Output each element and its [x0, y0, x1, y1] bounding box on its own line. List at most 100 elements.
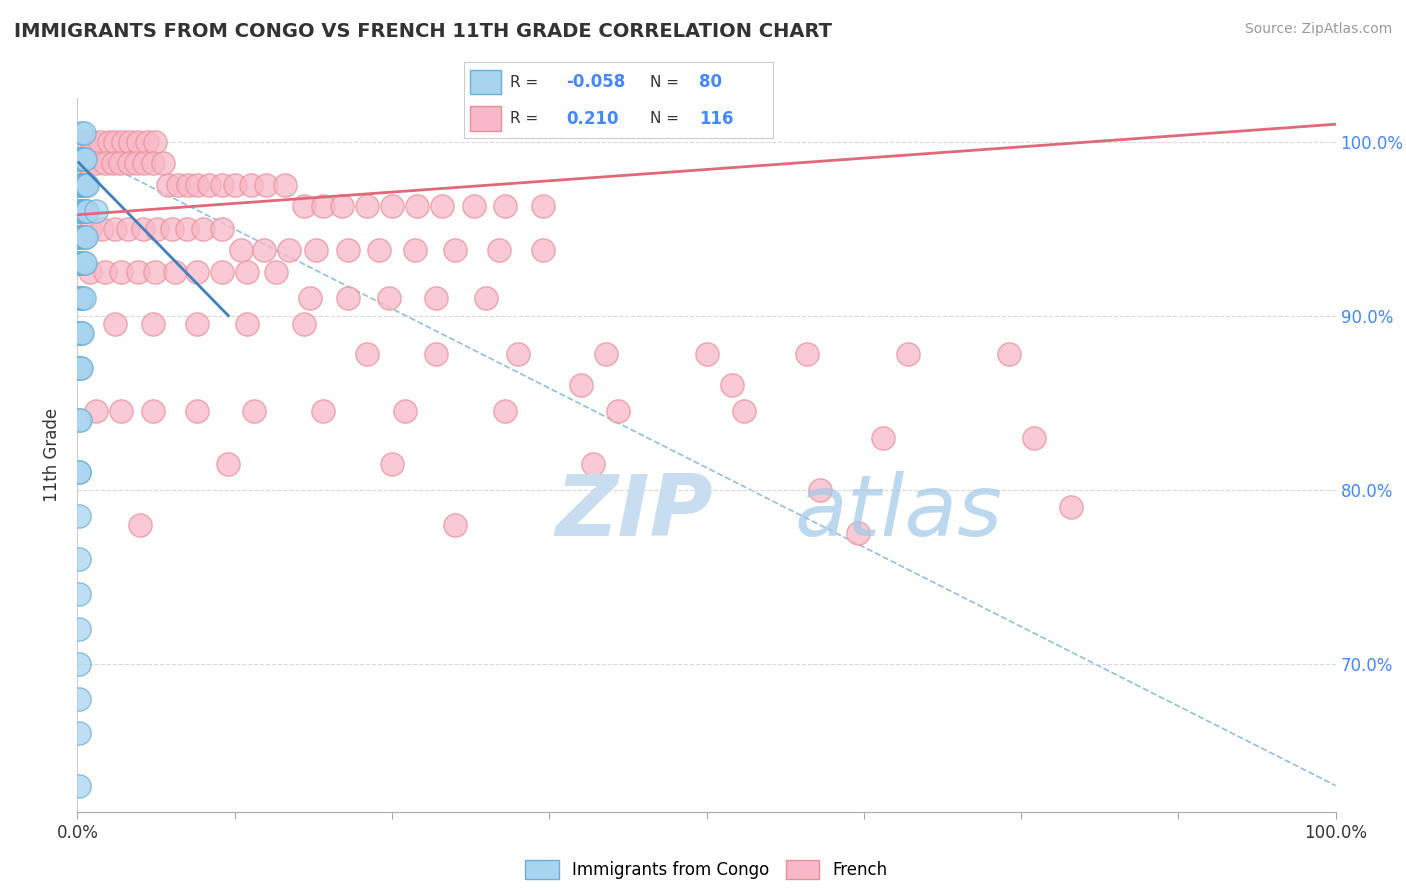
- Point: [79, 265, 101, 279]
- Point: [582, 457, 605, 471]
- Point: [111, 135, 134, 149]
- Point: [696, 347, 718, 361]
- Point: [72, 230, 94, 244]
- Point: [67, 508, 90, 523]
- Point: [73, 256, 96, 270]
- Point: [897, 347, 920, 361]
- Point: [69, 230, 91, 244]
- Point: [236, 318, 259, 332]
- Point: [381, 457, 404, 471]
- Point: [569, 378, 592, 392]
- Point: [70, 326, 93, 340]
- Point: [70, 126, 93, 140]
- Point: [378, 291, 401, 305]
- Point: [381, 199, 404, 213]
- Point: [305, 243, 328, 257]
- Point: [67, 587, 90, 601]
- Point: [531, 199, 554, 213]
- Text: Source: ZipAtlas.com: Source: ZipAtlas.com: [1244, 22, 1392, 37]
- Point: [67, 256, 90, 270]
- Point: [72, 135, 94, 149]
- Point: [356, 199, 378, 213]
- Point: [252, 243, 274, 257]
- Point: [75, 204, 97, 219]
- Point: [76, 178, 98, 193]
- Point: [72, 326, 94, 340]
- Point: [796, 347, 818, 361]
- Point: [846, 526, 869, 541]
- Point: [91, 221, 114, 235]
- Point: [143, 135, 166, 149]
- Point: [67, 466, 90, 480]
- Point: [425, 347, 447, 361]
- Point: [229, 243, 252, 257]
- Point: [67, 726, 90, 740]
- Point: [72, 126, 94, 140]
- Point: [72, 256, 94, 270]
- Point: [356, 347, 378, 361]
- Point: [211, 178, 233, 193]
- Point: [191, 221, 215, 235]
- Point: [595, 347, 617, 361]
- Point: [70, 152, 93, 166]
- Point: [84, 155, 107, 169]
- Point: [463, 199, 485, 213]
- Point: [104, 318, 127, 332]
- Point: [720, 378, 742, 392]
- Point: [72, 204, 94, 219]
- Point: [186, 265, 208, 279]
- Point: [236, 265, 259, 279]
- Point: [72, 204, 94, 219]
- Point: [488, 243, 510, 257]
- Point: [75, 230, 97, 244]
- Point: [1022, 430, 1045, 444]
- Point: [432, 199, 454, 213]
- Point: [135, 135, 157, 149]
- Point: [404, 243, 426, 257]
- Point: [73, 204, 96, 219]
- Point: [177, 178, 200, 193]
- Point: [292, 199, 315, 213]
- Point: [72, 178, 94, 193]
- Point: [494, 199, 516, 213]
- Point: [67, 291, 90, 305]
- Point: [406, 199, 429, 213]
- Point: [152, 155, 174, 169]
- Point: [70, 291, 93, 305]
- Text: 80: 80: [699, 73, 723, 91]
- Point: [73, 152, 96, 166]
- Point: [142, 155, 165, 169]
- Point: [292, 318, 315, 332]
- Point: [72, 152, 94, 166]
- Point: [531, 243, 554, 257]
- Point: [211, 221, 233, 235]
- Point: [67, 178, 90, 193]
- Point: [70, 204, 93, 219]
- Point: [72, 291, 94, 305]
- Point: [186, 178, 208, 193]
- Point: [1060, 500, 1083, 515]
- Point: [312, 199, 335, 213]
- Point: [125, 155, 148, 169]
- Point: [70, 360, 93, 375]
- Point: [67, 360, 90, 375]
- Point: [110, 265, 132, 279]
- Point: [129, 517, 152, 532]
- Point: [67, 691, 90, 706]
- Point: [104, 135, 127, 149]
- Point: [72, 291, 94, 305]
- Point: [67, 230, 90, 244]
- Point: [69, 413, 91, 427]
- Point: [118, 155, 141, 169]
- Point: [299, 291, 322, 305]
- Point: [506, 347, 529, 361]
- Point: [67, 413, 90, 427]
- Point: [198, 178, 221, 193]
- Point: [84, 204, 107, 219]
- Point: [997, 347, 1019, 361]
- Point: [69, 291, 91, 305]
- Point: [73, 230, 96, 244]
- Bar: [470, 106, 501, 130]
- Point: [165, 265, 187, 279]
- Text: -0.058: -0.058: [567, 73, 626, 91]
